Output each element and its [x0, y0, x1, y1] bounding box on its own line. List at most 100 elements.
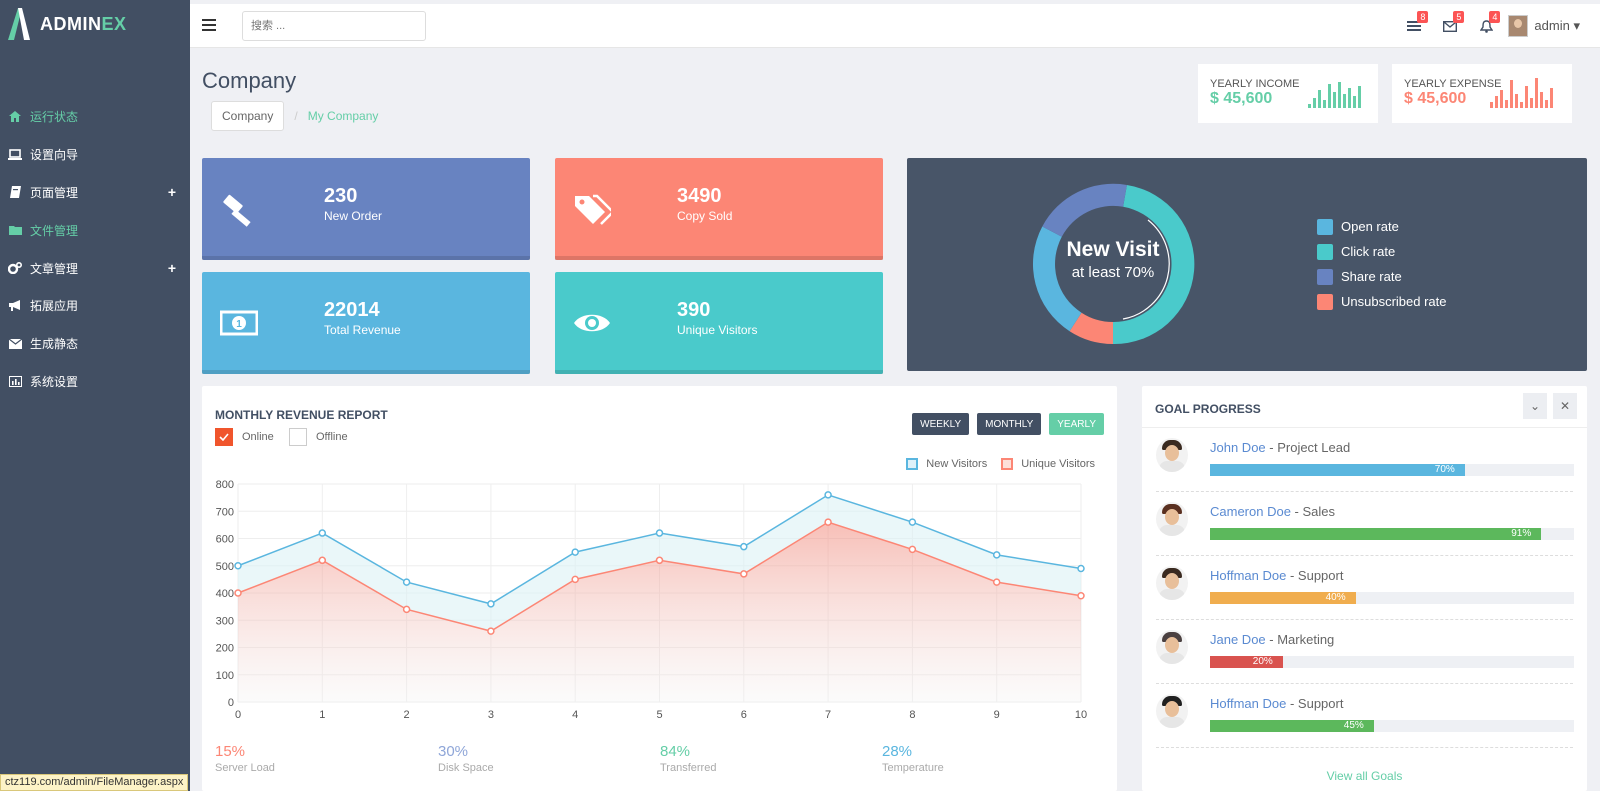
goal-person: Cameron Doe - Sales [1210, 504, 1335, 519]
new-visitors-point[interactable] [1077, 564, 1085, 573]
new-visitors-point[interactable] [655, 529, 664, 537]
online-checkbox[interactable]: Online [215, 428, 274, 446]
sidebar-item-articles[interactable]: 文章管理 + [0, 249, 190, 287]
unique-visitors-point[interactable] [908, 545, 917, 554]
tile-label: Copy Sold [677, 209, 733, 223]
legend-item: Click rate [1317, 239, 1447, 264]
person-link[interactable]: Jane Doe [1210, 632, 1266, 647]
unique-visitors-point[interactable] [740, 570, 748, 578]
progress-bar: 20% [1210, 656, 1574, 668]
bell-icon[interactable]: 4 [1472, 11, 1501, 36]
goal-person: Jane Doe - Marketing [1210, 632, 1334, 647]
visit-donut [1032, 183, 1195, 345]
unique-visitors-point[interactable] [1077, 591, 1085, 600]
person-link[interactable]: Cameron Doe [1210, 504, 1291, 519]
visit-title: New Visit [1066, 238, 1160, 261]
new-visitors-point[interactable] [402, 578, 411, 586]
progress-fill: 91% [1210, 528, 1542, 540]
stat-tile-copy-sold[interactable]: 3490 Copy Sold [555, 158, 883, 260]
user-menu[interactable]: admin ▾ [1534, 18, 1580, 34]
yearly-income-card: YEARLY INCOME $ 45,600 [1198, 64, 1378, 123]
x-tick-label: 2 [404, 709, 410, 721]
sidebar-item-label: 拓展应用 [30, 299, 79, 314]
tile-value: 22014 [324, 299, 380, 321]
person-avatar [1156, 438, 1188, 472]
stat-tile-new-order[interactable]: 230 New Order [202, 158, 530, 260]
sidebar-item-status[interactable]: 运行状态 [0, 98, 190, 136]
yearly-button[interactable]: YEARLY [1049, 413, 1104, 435]
unique-visitors-point[interactable] [571, 575, 579, 584]
unique-visitors-point[interactable] [487, 627, 495, 635]
sidebar-item-static[interactable]: 生成静态 [0, 325, 190, 363]
income-sparkline [1308, 82, 1361, 108]
y-tick-label: 400 [216, 588, 234, 600]
sidebar-item-label: 文章管理 [30, 261, 79, 276]
new-visitors-point[interactable] [234, 562, 242, 570]
sidebar-item-label: 系统设置 [30, 374, 79, 389]
new-visitors-point[interactable] [487, 600, 495, 608]
x-tick-label: 7 [825, 709, 831, 721]
unique-visitors-point[interactable] [318, 556, 327, 565]
sidebar-item-extensions[interactable]: 拓展应用 [0, 287, 190, 325]
sidebar-item-files[interactable]: 文件管理 [0, 211, 190, 249]
y-tick-label: 300 [216, 615, 234, 627]
new-visitors-point[interactable] [908, 518, 917, 526]
stat-tile-total-revenue[interactable]: 1 22014 Total Revenue [202, 272, 530, 374]
goal-progress-panel: GOAL PROGRESS ⌄ ✕ John Doe - Project Lea… [1142, 386, 1587, 791]
weekly-button[interactable]: WEEKLY [912, 413, 970, 435]
tile-label: New Order [324, 209, 383, 223]
search-input[interactable] [242, 11, 426, 41]
cogs-icon [6, 261, 24, 275]
avatar[interactable] [1508, 15, 1529, 37]
breadcrumb-item[interactable]: Company [211, 101, 285, 131]
new-visitors-point[interactable] [318, 529, 327, 537]
new-visitors-point[interactable] [992, 551, 1001, 559]
unique-visitors-point[interactable] [234, 589, 242, 597]
unique-visitors-point[interactable] [655, 556, 664, 565]
monthly-button[interactable]: MONTHLY [977, 413, 1042, 435]
view-all-goals-link[interactable]: View all Goals [1326, 769, 1403, 783]
sidebar: ADMIN EX 运行状态 设置向导 页面管理 + 文件管理 文章管理 + 拓展应… [0, 0, 190, 791]
new-visit-panel: New Visit at least 70% Open rate Click r… [907, 158, 1587, 371]
expand-plus-icon[interactable]: + [167, 184, 176, 201]
x-tick-label: 3 [488, 709, 494, 721]
unique-visitors-point[interactable] [402, 605, 411, 614]
logo[interactable]: ADMIN EX [0, 0, 190, 48]
offline-checkbox[interactable]: Offline [289, 428, 348, 446]
new-visitors-point[interactable] [824, 491, 832, 499]
stat-tile-unique-visitors[interactable]: 390 Unique Visitors [555, 272, 883, 374]
close-icon[interactable]: ✕ [1553, 393, 1577, 419]
visit-legend: Open rate Click rate Share rate Unsubscr… [1317, 214, 1447, 314]
tasks-icon[interactable]: 8 [1400, 11, 1429, 36]
goal-person: Hoffman Doe - Support [1210, 568, 1343, 583]
person-role: - Sales [1290, 504, 1336, 519]
topbar: 8 5 4 admin ▾ [190, 4, 1600, 48]
legend-item: Unsubscribed rate [1317, 289, 1447, 314]
disk-space-stat: 30% Disk Space [438, 743, 494, 774]
server-load-stat: 15% Server Load [215, 743, 275, 774]
sidebar-item-settings[interactable]: 系统设置 [0, 363, 190, 401]
progress-fill: 40% [1210, 592, 1356, 604]
alerts-badge: 4 [1489, 11, 1501, 23]
person-avatar [1156, 502, 1188, 536]
tile-value: 390 [677, 299, 711, 321]
person-link[interactable]: John Doe [1210, 440, 1266, 455]
unique-visitors-point[interactable] [824, 518, 832, 526]
sidebar-item-wizard[interactable]: 设置向导 [0, 136, 190, 174]
person-link[interactable]: Hoffman Doe [1210, 568, 1287, 583]
eye-icon [574, 314, 610, 332]
new-visitors-point[interactable] [571, 548, 579, 556]
person-link[interactable]: Hoffman Doe [1210, 696, 1287, 711]
brand-name-a: ADMIN [40, 13, 102, 34]
expand-plus-icon[interactable]: + [167, 260, 176, 277]
unique-visitors-point[interactable] [992, 578, 1001, 586]
collapse-chevron-icon[interactable]: ⌄ [1523, 393, 1547, 419]
check-icon [215, 428, 233, 446]
progress-bar: 40% [1210, 592, 1574, 604]
progress-bar: 70% [1210, 464, 1574, 476]
book-icon [6, 185, 24, 199]
sidebar-item-pages[interactable]: 页面管理 + [0, 174, 190, 212]
menu-toggle-icon[interactable] [202, 19, 216, 34]
new-visitors-point[interactable] [740, 542, 748, 551]
mail-icon[interactable]: 5 [1436, 11, 1465, 36]
